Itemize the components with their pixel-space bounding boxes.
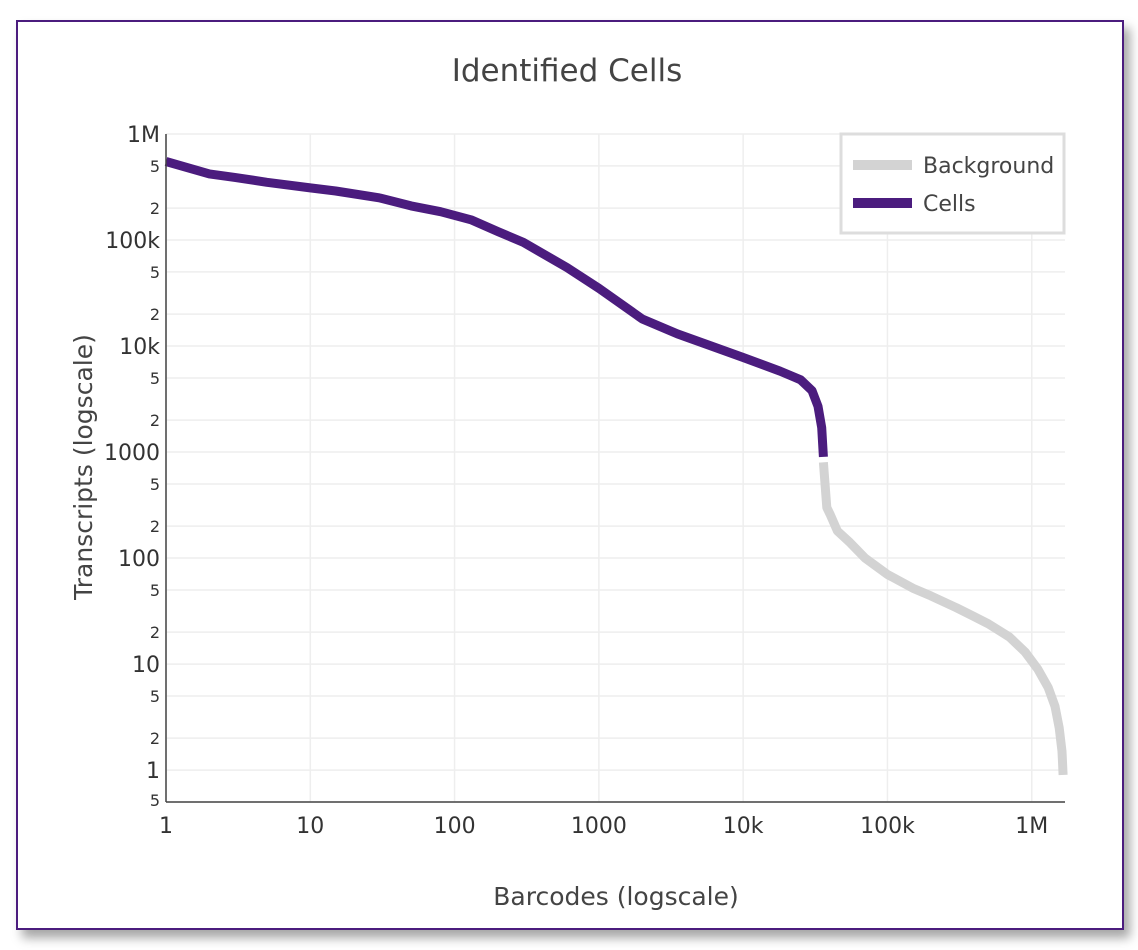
- series-line-cells: [164, 157, 828, 458]
- x-tick-label: 10k: [723, 814, 764, 839]
- legend-label-cells[interactable]: Cells: [923, 192, 976, 217]
- x-tick-label: 1: [159, 814, 173, 839]
- y-axis-title: Transcripts (logscale): [69, 334, 98, 601]
- y-tick-label: 10k: [119, 335, 160, 360]
- y-tick-label: 100: [118, 547, 160, 572]
- x-tick-label: 1M: [1015, 814, 1048, 839]
- legend[interactable]: Background Cells: [839, 132, 1066, 235]
- y-minor-tick-label: 5: [150, 369, 160, 388]
- y-tick-label: 100k: [105, 229, 160, 254]
- series-line-background: [818, 461, 1068, 776]
- y-minor-tick-label: 2: [150, 729, 160, 748]
- y-minor-tick-label: 2: [150, 623, 160, 642]
- y-minor-tick-label: 5: [150, 157, 160, 176]
- x-tick-label: 100k: [860, 814, 915, 839]
- legend-box: [839, 132, 1066, 235]
- x-tick-labels: 1 10 100 1000 10k 100k 1M: [159, 814, 1048, 839]
- y-minor-tick-label: 2: [150, 305, 160, 324]
- series-layer: [164, 157, 1068, 776]
- chart-title: Identified Cells: [452, 53, 683, 89]
- y-tick-label: 1: [146, 759, 160, 784]
- y-minor-tick-label: 5: [150, 475, 160, 494]
- y-tick-label: 1000: [104, 441, 160, 466]
- y-tick-labels: 1 10 100 1000 10k 100k 1M 2 5 2 5 2 5 2 5 2 5 2 5 5: [104, 123, 160, 810]
- y-tick-label: 10: [132, 653, 160, 678]
- x-tick-label: 1000: [571, 814, 627, 839]
- legend-label-background[interactable]: Background: [923, 154, 1054, 179]
- y-minor-tick-label: 5: [150, 581, 160, 600]
- x-tick-label: 100: [434, 814, 476, 839]
- y-minor-tick-label: 2: [150, 411, 160, 430]
- y-minor-tick-label: 2: [150, 199, 160, 218]
- y-minor-tick-label: 5: [150, 687, 160, 706]
- x-axis-title: Barcodes (logscale): [493, 882, 739, 911]
- x-tick-label: 10: [296, 814, 324, 839]
- y-minor-tick-label: 2: [150, 517, 160, 536]
- y-minor-tick-label: 5: [150, 263, 160, 282]
- y-minor-tick-label: 5: [150, 791, 160, 810]
- y-tick-label: 1M: [127, 123, 160, 148]
